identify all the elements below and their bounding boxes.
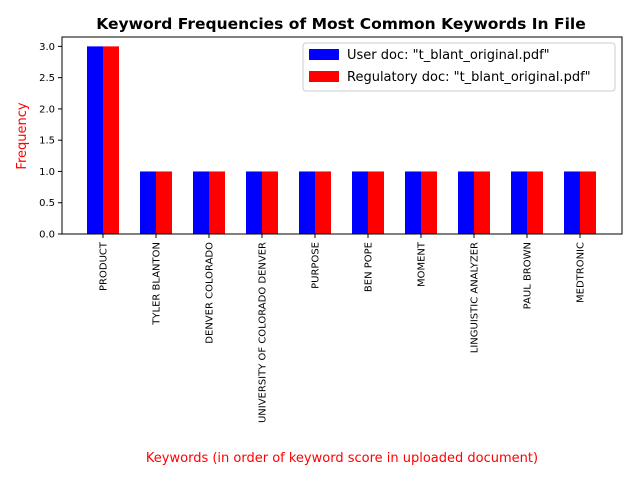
y-tick-label: 0.0: [39, 230, 55, 241]
x-tick-label-product: PRODUCT: [99, 241, 110, 291]
legend-swatch-regulatory-doc: [309, 71, 339, 82]
bar-user-ben-pope: [352, 171, 368, 234]
x-tick-label-university-of-colorado-denver: UNIVERSITY OF COLORADO DENVER: [258, 242, 269, 423]
bar-regulatory-purpose: [315, 171, 331, 234]
x-tick-label-paul-brown: PAUL BROWN: [523, 242, 534, 309]
bar-user-medtronic: [564, 171, 580, 234]
bar-regulatory-medtronic: [580, 171, 596, 234]
bars-group: [87, 46, 596, 234]
x-tick-label-linguistic-analyzer: LINGUISTIC ANALYZER: [470, 242, 481, 353]
x-tick-label-purpose: PURPOSE: [311, 242, 322, 289]
bar-regulatory-paul-brown: [527, 171, 543, 234]
legend-box: [302, 42, 616, 92]
bar-regulatory-tyler-blanton: [156, 171, 172, 234]
bar-regulatory-linguistic-analyzer: [474, 171, 490, 234]
bar-user-product: [87, 46, 103, 234]
legend-swatch-user-doc: [309, 49, 339, 60]
bar-user-denver-colorado: [193, 171, 209, 234]
plot-frame: [61, 36, 623, 235]
x-tick-label-tyler-blanton: TYLER BLANTON: [152, 242, 163, 326]
bar-user-moment: [405, 171, 421, 234]
bar-regulatory-product: [103, 46, 119, 234]
chart-title: Keyword Frequencies of Most Common Keywo…: [96, 15, 585, 33]
y-tick-label: 2.0: [39, 104, 55, 115]
bar-regulatory-ben-pope: [368, 171, 384, 234]
bar-regulatory-denver-colorado: [209, 171, 225, 234]
bar-user-tyler-blanton: [140, 171, 156, 234]
bar-user-paul-brown: [511, 171, 527, 234]
x-tick-label-denver-colorado: DENVER COLORADO: [205, 242, 216, 344]
y-tick-label: 1.0: [39, 167, 55, 178]
y-tick-label: 1.5: [39, 136, 55, 147]
bar-regulatory-university-of-colorado-denver: [262, 171, 278, 234]
x-tick-label-moment: MOMENT: [417, 241, 428, 287]
y-axis-label: Frequency: [15, 102, 30, 169]
x-tick-label-medtronic: MEDTRONIC: [576, 242, 587, 303]
legend-label-regulatory-doc: Regulatory doc: "t_blant_original.pdf": [347, 70, 591, 85]
bar-user-linguistic-analyzer: [458, 171, 474, 234]
bar-user-purpose: [299, 171, 315, 234]
y-axis: 0.0 0.5 1.0 1.5 2.0 2.5 3.0: [39, 42, 62, 241]
x-tick-label-ben-pope: BEN POPE: [364, 242, 375, 292]
y-tick-label: 0.5: [39, 198, 55, 209]
x-axis: PRODUCT TYLER BLANTON DENVER COLORADO UNIVE…: [99, 234, 587, 423]
legend: User doc: "t_blant_original.pdf" Regulat…: [302, 42, 616, 92]
bar-regulatory-moment: [421, 171, 437, 234]
y-tick-label: 2.5: [39, 73, 55, 84]
legend-label-user-doc: User doc: "t_blant_original.pdf": [347, 48, 550, 63]
x-axis-label: Keywords (in order of keyword score in u…: [146, 451, 538, 466]
bar-user-university-of-colorado-denver: [246, 171, 262, 234]
y-tick-label: 3.0: [39, 42, 55, 53]
